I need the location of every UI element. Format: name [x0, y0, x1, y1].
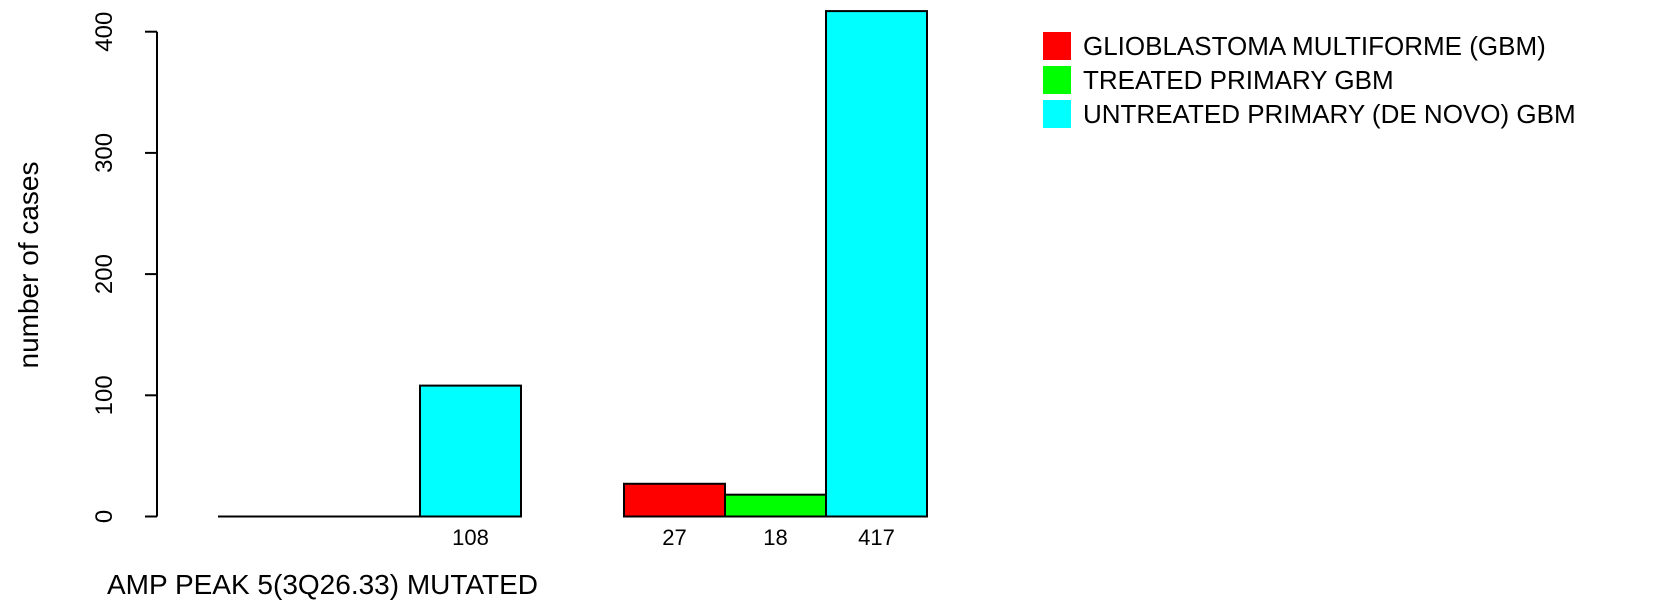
bar-value-label: 18: [763, 525, 787, 550]
y-tick-label: 300: [91, 133, 118, 173]
legend-label: TREATED PRIMARY GBM: [1083, 65, 1394, 95]
legend-label: GLIOBLASTOMA MULTIFORME (GBM): [1083, 31, 1546, 61]
bar-value-label: 108: [452, 525, 489, 550]
bar: [623, 482, 726, 518]
y-axis: 0 100 200 300 400: [91, 12, 158, 523]
y-axis-label: number of cases: [13, 162, 44, 369]
legend-swatch: [1043, 32, 1071, 60]
legend-swatch: [1043, 100, 1071, 128]
y-tick-label: 100: [91, 375, 118, 415]
bar: [825, 10, 928, 518]
legend: GLIOBLASTOMA MULTIFORME (GBM) TREATED PRI…: [1043, 31, 1576, 129]
x-axis-label: AMP PEAK 5(3Q26.33) MUTATED: [107, 569, 538, 600]
legend-label: UNTREATED PRIMARY (DE NOVO) GBM: [1083, 99, 1576, 129]
bar-value-label: 27: [662, 525, 686, 550]
y-tick-label: 200: [91, 254, 118, 294]
legend-swatch: [1043, 66, 1071, 94]
bar: [419, 384, 522, 518]
bar: [724, 493, 827, 518]
bar-value-label: 417: [858, 525, 895, 550]
bars: [218, 10, 928, 518]
y-tick-label: 0: [91, 510, 118, 523]
y-tick-label: 400: [91, 12, 118, 52]
bar-value-labels: 108 27 18 417: [452, 525, 895, 550]
